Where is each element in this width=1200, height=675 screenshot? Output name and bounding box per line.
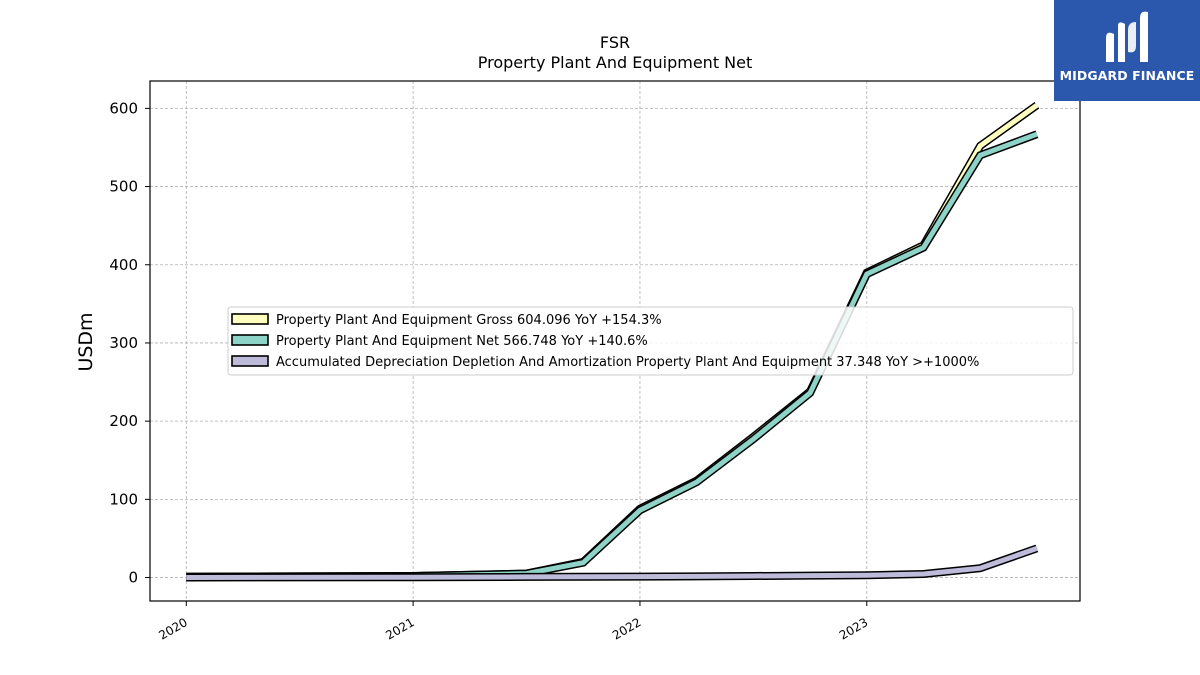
x-tick-label: 2022	[610, 615, 643, 642]
plot-frame	[149, 80, 1081, 602]
y-tick-label: 100	[109, 490, 138, 508]
y-tick-label: 200	[109, 412, 138, 430]
logo-icon	[1106, 11, 1148, 63]
y-tick-label: 500	[109, 178, 138, 196]
y-tick-label: 0	[128, 569, 138, 587]
y-tick-label: 600	[109, 99, 138, 117]
legend-frame	[227, 306, 1074, 376]
x-tick-label: 2023	[837, 615, 870, 642]
legend: Property Plant And Equipment Gross 604.0…	[227, 306, 1074, 376]
brand-logo: MIDGARD FINANCE	[1054, 0, 1200, 101]
legend-label-0: Property Plant And Equipment Gross 604.0…	[276, 313, 662, 328]
x-tick-label: 2021	[383, 615, 416, 642]
axes-ticks: 0 100 200 300 400 500 600 2020 2021 2022 2023	[109, 99, 870, 642]
brand-name: MIDGARD FINANCE	[1059, 68, 1195, 83]
legend-label-2: Accumulated Depreciation Depletion And A…	[276, 355, 979, 370]
chart-subtitle: Property Plant And Equipment Net	[478, 53, 753, 72]
legend-swatch-1	[231, 334, 269, 346]
y-tick-label: 400	[109, 256, 138, 274]
series-line-2	[186, 546, 1038, 580]
x-tick-label: 2020	[156, 615, 189, 642]
legend-swatch-0	[231, 313, 269, 325]
legend-label-1: Property Plant And Equipment Net 566.748…	[276, 334, 648, 349]
y-tick-label: 300	[109, 334, 138, 352]
legend-swatch-2	[231, 355, 269, 367]
chart-title: FSR	[600, 33, 630, 52]
series-layer	[186, 101, 1040, 582]
y-axis-label: USDm	[75, 312, 97, 371]
